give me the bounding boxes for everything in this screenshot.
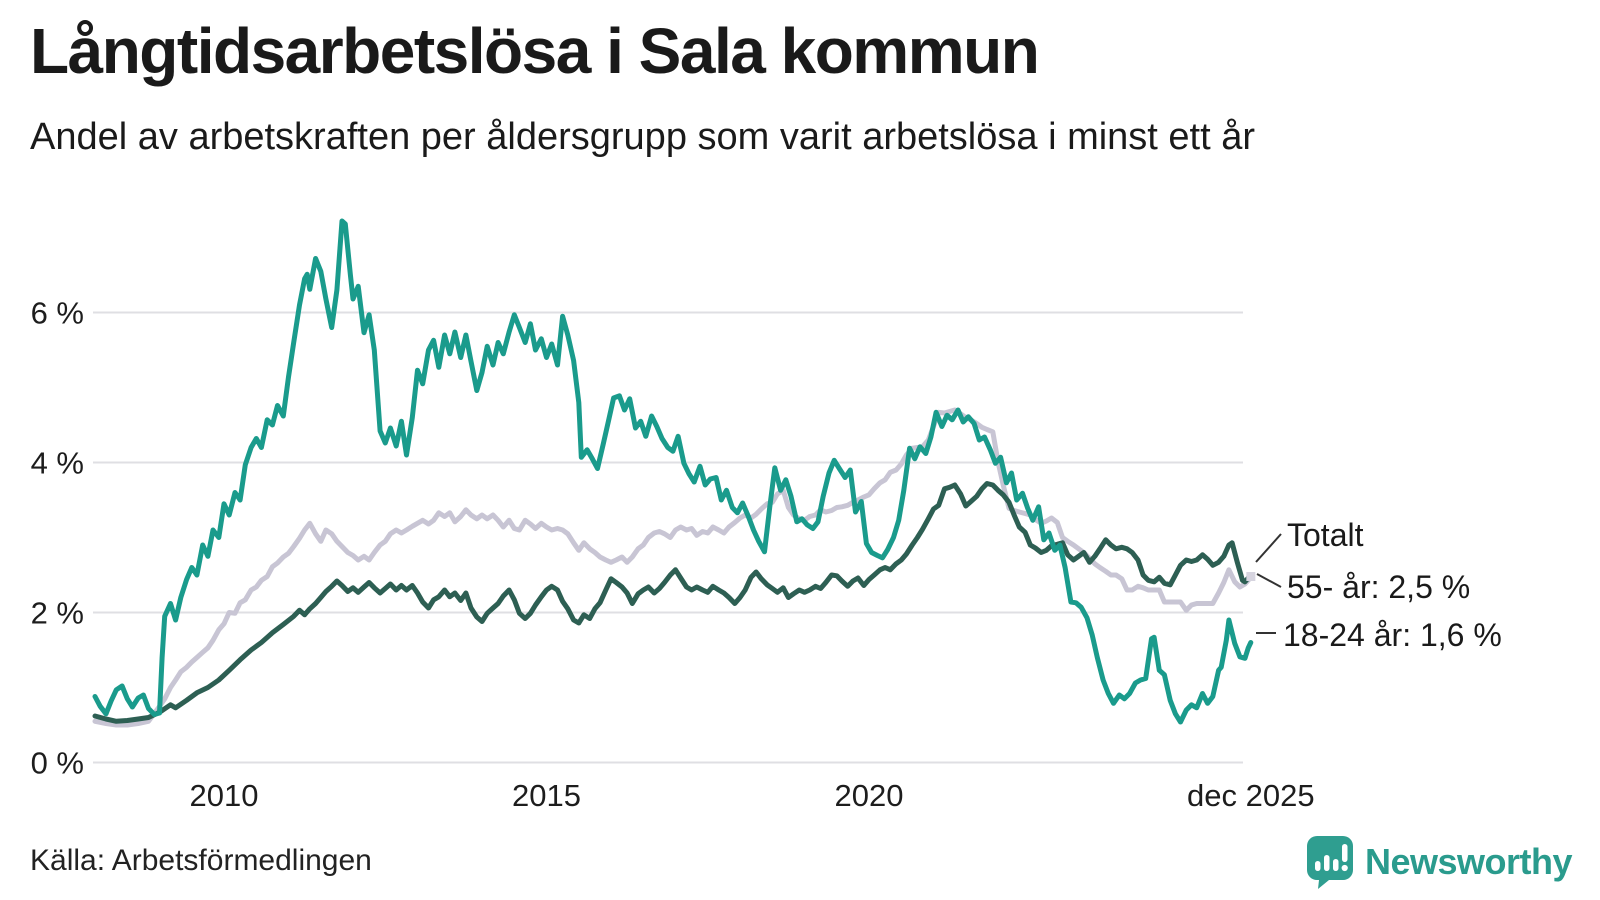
annotation-leader-line (1256, 573, 1282, 588)
series-line-18-24-år (92, 218, 1254, 725)
series-line-totalt (92, 481, 1254, 724)
newsworthy-icon (1305, 834, 1355, 890)
series-annotation-label: Totalt (1287, 517, 1364, 553)
page-title: Långtidsarbetslösa i Sala kommun (30, 15, 1040, 87)
y-tick-label: 2 % (31, 596, 84, 631)
x-tick-label: 2010 (190, 778, 259, 813)
series-line-55-år (92, 407, 1254, 728)
x-tick-label: 2020 (835, 778, 904, 813)
series-annotation-label: 18-24 år: 1,6 % (1283, 617, 1502, 653)
y-tick-label: 0 % (31, 746, 84, 781)
series-annotation-label: 55- år: 2,5 % (1287, 569, 1470, 605)
source-note: Källa: Arbetsförmedlingen (30, 844, 372, 877)
brand-wordmark: Newsworthy (1364, 841, 1573, 882)
brand-logo: Newsworthy (1305, 834, 1573, 890)
chart-subtitle: Andel av arbetskraften per åldersgrupp s… (30, 116, 1256, 158)
annotation-leader-line (1255, 533, 1282, 563)
y-tick-label: 4 % (31, 446, 84, 481)
x-tick-label: dec 2025 (1187, 778, 1315, 813)
series-end-marker (1246, 572, 1256, 581)
x-tick-label: 2015 (512, 778, 581, 813)
y-tick-label: 6 % (31, 296, 84, 331)
